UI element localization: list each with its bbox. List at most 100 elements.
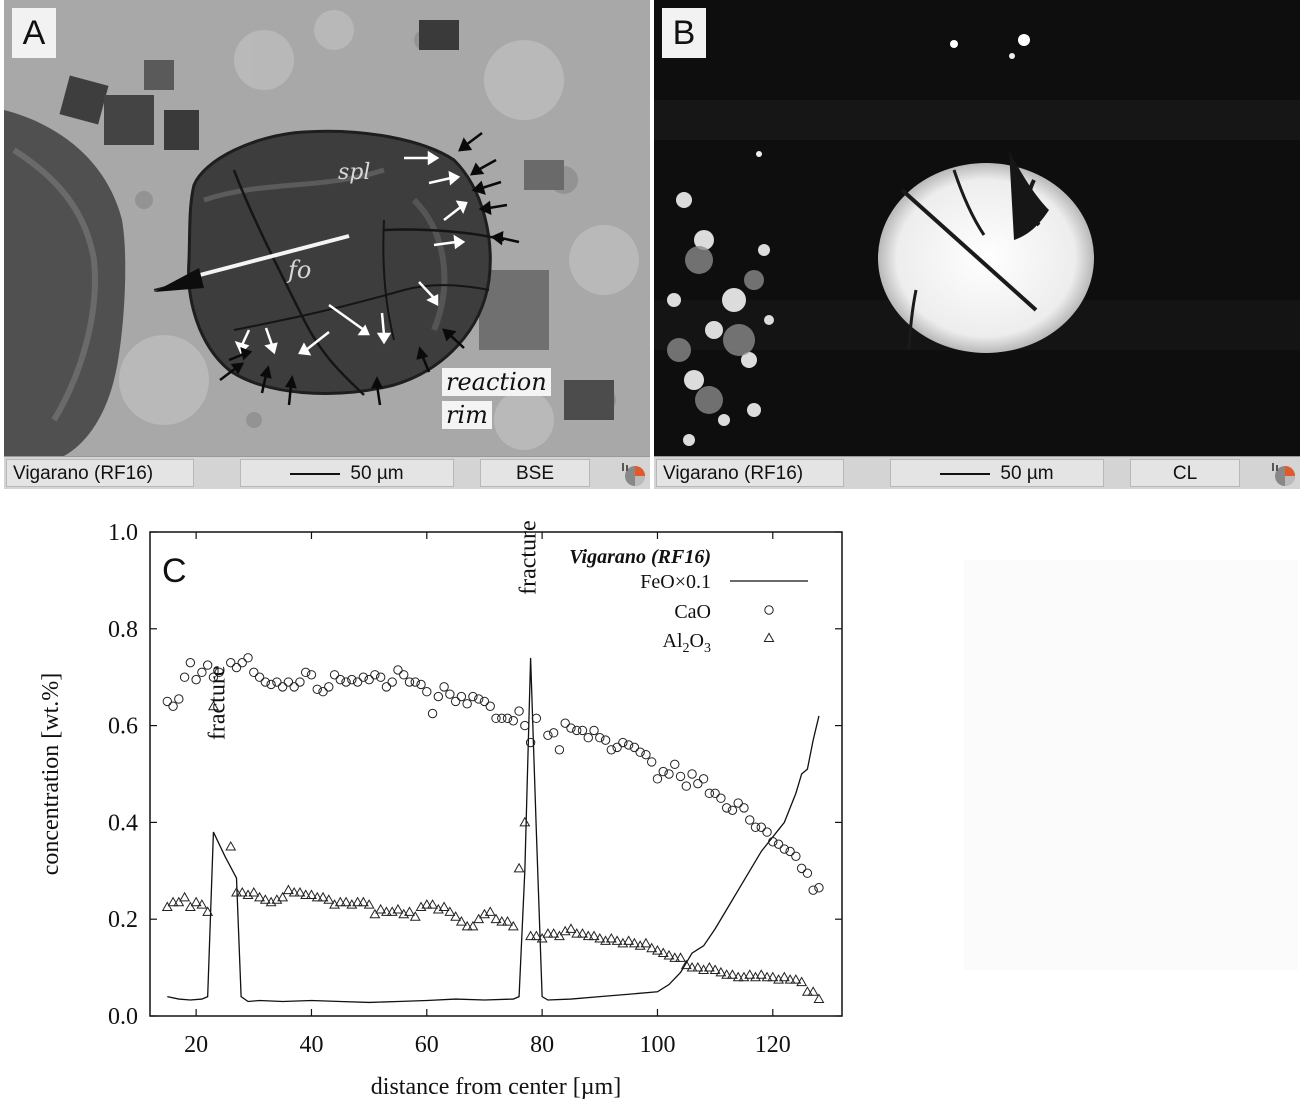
y-tick-label: 0.4 xyxy=(108,810,138,836)
sample-name: Vigarano (RF16) xyxy=(6,459,194,487)
al2o3-point xyxy=(254,891,266,902)
cao-point xyxy=(364,674,374,685)
cao-point xyxy=(572,725,582,736)
al2o3-point xyxy=(294,886,306,897)
cao-point xyxy=(208,672,219,682)
cao-point xyxy=(589,725,599,736)
cl-micrograph-image xyxy=(654,0,1300,456)
al2o3-point xyxy=(588,930,600,941)
y-tick-label: 1.0 xyxy=(108,520,138,546)
cao-point xyxy=(347,674,357,685)
cao-point xyxy=(214,667,224,678)
al2o3-point xyxy=(680,959,692,970)
al2o3-point xyxy=(721,969,733,979)
al2o3-point xyxy=(784,974,796,984)
cao-point xyxy=(318,687,328,697)
al2o3-point xyxy=(317,891,329,902)
panel-b-label: B xyxy=(662,8,706,58)
instrument-logo-icon xyxy=(1272,463,1295,486)
al2o3-point xyxy=(571,928,583,938)
al2o3-point xyxy=(167,896,179,907)
al2o3-point xyxy=(375,903,387,914)
al2o3-point xyxy=(352,896,364,907)
cao-point xyxy=(485,701,495,711)
sample-name: Vigarano (RF16) xyxy=(656,459,844,487)
cao-point xyxy=(445,689,455,699)
x-tick-label: 20 xyxy=(184,1032,208,1058)
cao-point xyxy=(635,747,645,757)
al2o3-point xyxy=(323,894,335,904)
cao-point xyxy=(768,837,778,847)
data-series xyxy=(161,653,825,1004)
cao-point xyxy=(243,653,253,663)
cao-point xyxy=(324,682,334,692)
al2o3-point xyxy=(542,928,554,938)
al2o3-point xyxy=(525,930,537,941)
cao-point xyxy=(791,851,801,861)
al2o3-point xyxy=(340,896,352,907)
cao-point xyxy=(168,701,178,711)
al2o3-point xyxy=(190,896,202,907)
al2o3-point xyxy=(732,971,744,982)
al2o3-point xyxy=(502,916,513,926)
cao-point xyxy=(433,691,444,702)
cao-point xyxy=(479,696,490,707)
al2o3-point xyxy=(726,969,738,979)
cao-point xyxy=(370,670,380,680)
cao-point xyxy=(750,822,761,832)
cao-point xyxy=(289,682,299,692)
cao-point xyxy=(721,803,732,813)
cao-point xyxy=(745,815,755,825)
y-tick-label: 0.0 xyxy=(108,1004,138,1030)
al2o3-point xyxy=(363,899,375,909)
al2o3-point xyxy=(628,937,640,948)
al2o3-point xyxy=(801,986,813,996)
reaction-rim-label-line1: reaction xyxy=(442,368,551,396)
imaging-mode: CL xyxy=(1130,459,1240,487)
panel-c-label: C xyxy=(162,552,187,590)
legend-triangle-swatch xyxy=(763,632,775,642)
cao-point xyxy=(756,822,766,832)
cao-point xyxy=(179,672,190,682)
al2o3-point xyxy=(225,840,237,851)
cao-point xyxy=(231,662,242,673)
cao-point xyxy=(733,798,743,808)
al2o3-point xyxy=(663,949,675,960)
cao-point xyxy=(802,868,813,878)
legend-title: Vigarano (RF16) xyxy=(569,546,711,568)
cao-point xyxy=(260,677,271,687)
al2o3-point xyxy=(646,942,658,953)
cao-point xyxy=(520,720,530,731)
al2o3-point xyxy=(455,916,467,926)
al2o3-point xyxy=(404,906,415,916)
cao-point xyxy=(162,696,173,707)
al2o3-point xyxy=(392,903,404,914)
cao-point xyxy=(600,735,611,745)
x-tick-label: 100 xyxy=(639,1032,675,1058)
cao-point xyxy=(358,672,369,682)
cao-point xyxy=(254,672,265,682)
al2o3-point xyxy=(369,908,381,919)
cao-point xyxy=(525,737,536,748)
cao-point xyxy=(514,706,524,716)
al2o3-point xyxy=(231,886,242,897)
scale-bar-label: 50 µm xyxy=(350,463,404,484)
cao-point xyxy=(329,670,340,680)
cao-point xyxy=(399,670,409,680)
al2o3-point xyxy=(611,935,623,945)
al2o3-point xyxy=(461,920,473,931)
al2o3-point xyxy=(548,928,560,938)
cao-point xyxy=(606,745,617,755)
al2o3-point xyxy=(277,891,289,902)
cao-point xyxy=(237,657,247,668)
al2o3-point xyxy=(179,891,191,902)
cao-point xyxy=(427,708,438,719)
annotations: fracture fracture xyxy=(204,520,541,740)
cao-point xyxy=(612,742,622,753)
al2o3-point xyxy=(686,961,698,972)
bse-micrograph-image xyxy=(4,0,650,456)
cao-point xyxy=(716,793,726,803)
al2o3-point xyxy=(496,916,508,926)
fracture-label: fracture xyxy=(516,520,542,595)
cao-point xyxy=(531,713,542,724)
